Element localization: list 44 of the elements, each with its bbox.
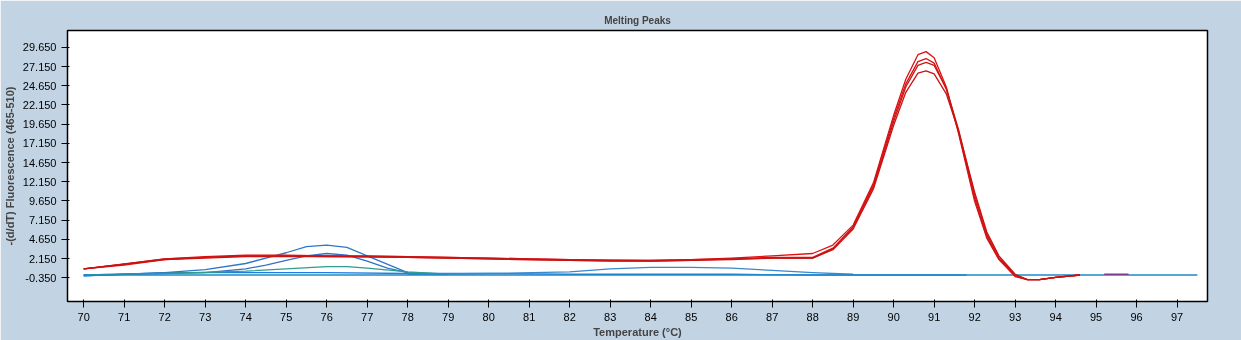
x-tick-label: 86	[725, 310, 738, 323]
y-axis-title: -(d/dT) Fluorescence (465-510)	[3, 86, 16, 246]
x-tick-label: 89	[847, 310, 860, 323]
y-tick-label: 2.150	[28, 252, 57, 265]
x-tick-label: 80	[482, 310, 495, 323]
y-tick-label: 17.150	[22, 137, 57, 150]
x-tick-label: 90	[887, 310, 900, 323]
y-tick-label: 7.150	[28, 214, 57, 227]
x-tick-label: 73	[199, 310, 212, 323]
y-tick-label: 9.650	[28, 194, 57, 207]
y-tick-label: 4.650	[28, 233, 57, 246]
x-tick-label: 72	[158, 310, 171, 323]
x-tick-label: 97	[1171, 310, 1184, 323]
x-tick-label: 74	[239, 310, 252, 323]
x-tick-label: 96	[1130, 310, 1143, 323]
x-tick-label: 93	[1009, 310, 1022, 323]
x-tick-label: 92	[968, 310, 981, 323]
x-tick-label: 70	[77, 310, 90, 323]
y-tick-label: 29.650	[22, 41, 57, 54]
x-axis-title: Temperature (°C)	[593, 325, 683, 338]
x-tick-label: 83	[604, 310, 617, 323]
y-tick-label: 22.150	[22, 98, 57, 111]
x-tick-label: 91	[928, 310, 941, 323]
y-tick-label: 24.650	[22, 79, 57, 92]
x-tick-label: 84	[644, 310, 657, 323]
x-tick-label: 94	[1049, 310, 1062, 323]
x-tick-label: 81	[523, 310, 536, 323]
x-tick-label: 78	[401, 310, 414, 323]
y-tick-label: 19.650	[22, 118, 57, 131]
y-tick-label: 14.650	[22, 156, 57, 169]
x-tick-label: 76	[320, 310, 333, 323]
x-tick-label: 75	[280, 310, 293, 323]
x-tick-label: 95	[1090, 310, 1103, 323]
y-tick-label: 12.150	[22, 175, 57, 188]
chart-title: Melting Peaks	[604, 14, 672, 26]
y-tick-label: 27.150	[22, 60, 57, 73]
x-tick-label: 88	[806, 310, 819, 323]
x-tick-label: 82	[563, 310, 576, 323]
x-tick-label: 71	[118, 310, 131, 323]
x-tick-label: 77	[361, 310, 374, 323]
x-tick-label: 85	[685, 310, 698, 323]
y-tick-label: -0.350	[25, 271, 57, 284]
x-tick-label: 87	[766, 310, 779, 323]
x-tick-label: 79	[442, 310, 455, 323]
